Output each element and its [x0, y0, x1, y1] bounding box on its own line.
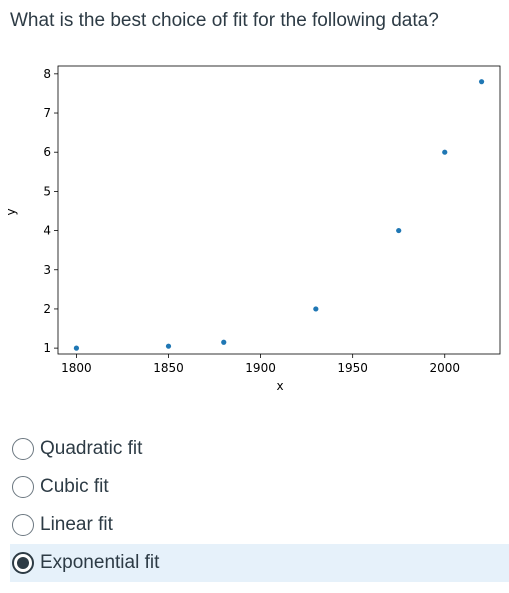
- answer-choice-label: Linear fit: [40, 514, 113, 535]
- y-tick-label: 3: [43, 263, 51, 277]
- y-tick-label: 5: [43, 184, 51, 198]
- plot-frame: [57, 65, 501, 355]
- x-tick-label: 1950: [337, 361, 368, 375]
- y-tick-label: 2: [43, 302, 51, 316]
- x-tick-label: 1900: [245, 361, 276, 375]
- radio-unselected-icon[interactable]: [12, 514, 34, 536]
- answer-choice-label: Cubic fit: [40, 476, 109, 497]
- data-point: [396, 227, 402, 234]
- scatter-chart: 1800 1850 1900 1950 2000 1 2 3 4 5 6 7 8 x y: [4, 65, 501, 393]
- data-point: [221, 339, 227, 345]
- y-tick-label: 7: [43, 106, 51, 120]
- answer-choice-label: Quadratic fit: [40, 438, 143, 459]
- y-axis-label: y: [4, 208, 18, 215]
- data-point: [165, 343, 172, 349]
- radio-unselected-icon[interactable]: [12, 438, 34, 460]
- answer-choice-label: Exponential fit: [40, 552, 160, 573]
- data-point: [478, 79, 485, 85]
- y-tick-label: 8: [43, 67, 51, 81]
- radio-dot-icon: [17, 557, 29, 569]
- radio-unselected-icon[interactable]: [12, 476, 34, 498]
- answer-choice[interactable]: Quadratic fit: [10, 430, 509, 468]
- y-tick-label: 4: [43, 224, 51, 238]
- data-points: [73, 79, 485, 351]
- x-tick-label: 1800: [61, 361, 92, 375]
- data-point: [73, 345, 80, 351]
- y-tick-label: 6: [43, 145, 51, 159]
- y-axis: 1 2 3 4 5 6 7 8: [43, 67, 58, 355]
- radio-selected-icon[interactable]: [12, 552, 34, 574]
- x-tick-label: 2000: [429, 361, 460, 375]
- data-point: [442, 149, 448, 155]
- x-axis: 1800 1850 1900 1950 2000: [61, 354, 460, 375]
- x-axis-label: x: [276, 379, 283, 393]
- plot-border: [57, 65, 501, 355]
- y-tick-label: 1: [43, 341, 51, 355]
- answer-choices: Quadratic fit Cubic fit Linear fit Exponent…: [10, 430, 509, 582]
- answer-choice[interactable]: Linear fit: [10, 506, 509, 544]
- x-tick-label: 1850: [153, 361, 184, 375]
- question-text: What is the best choice of fit for the f…: [10, 10, 439, 31]
- data-point: [313, 306, 319, 312]
- answer-choice[interactable]: Exponential fit: [10, 544, 509, 582]
- answer-choice[interactable]: Cubic fit: [10, 468, 509, 506]
